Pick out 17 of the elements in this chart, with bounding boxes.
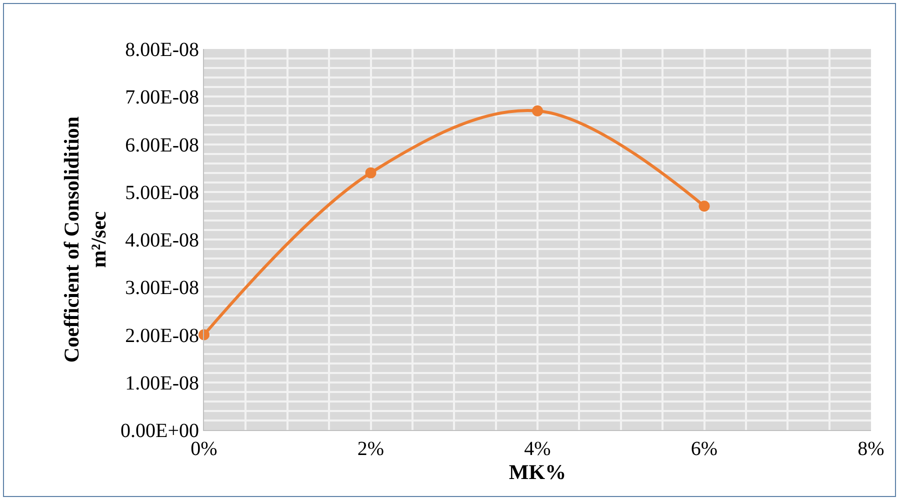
- y-tick-label: 8.00E-08: [125, 39, 199, 61]
- point: [698, 200, 710, 212]
- y-tick-label: 6.00E-08: [125, 134, 199, 156]
- y-tick-label: 3.00E-08: [125, 277, 199, 300]
- x-tick-label: 6%: [690, 438, 718, 460]
- x-axis-title: MK%: [508, 460, 566, 484]
- y-axis-title: Coefficient of Consolidition m²/sec: [59, 116, 111, 363]
- y-tick-label: 5.00E-08: [125, 182, 199, 204]
- point: [365, 167, 376, 178]
- x-tick-label: 8%: [858, 438, 884, 460]
- x-tick-label: 4%: [524, 438, 551, 460]
- y-tick-label: 2.00E-08: [125, 324, 199, 347]
- point: [532, 105, 543, 116]
- y-tick-label: 1.00E-08: [125, 372, 199, 394]
- y-tick-label: 4.00E-08: [125, 230, 199, 252]
- y-tick-label: 7.00E-08: [125, 86, 199, 109]
- x-tick-label: 2%: [357, 438, 384, 460]
